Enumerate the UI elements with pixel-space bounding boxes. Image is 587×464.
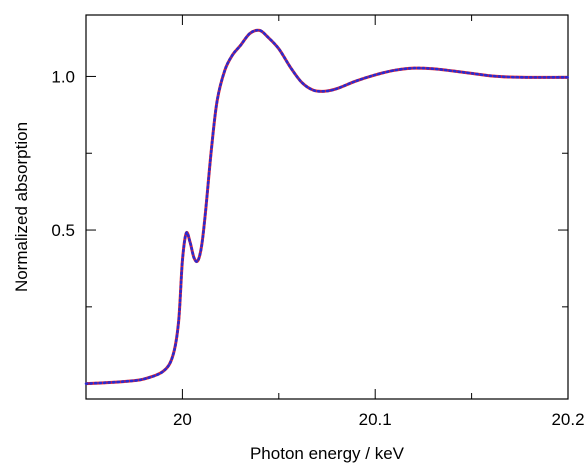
x-tick-label: 20.1 — [359, 410, 392, 429]
x-tick-label: 20.2 — [551, 410, 584, 429]
x-tick-label: 20 — [173, 410, 192, 429]
axis-ticks — [85, 15, 569, 399]
series-line-solid — [85, 28, 568, 386]
y-axis-label: Normalized absorption — [12, 122, 31, 292]
series-layer — [84, 28, 570, 386]
y-tick-label: 1.0 — [51, 67, 75, 86]
plot-frame — [85, 14, 569, 400]
series-line-dotted — [84, 28, 570, 385]
tick-labels: 20 20.1 20.2 0.5 1.0 — [51, 67, 584, 429]
x-axis-label: Photon energy / keV — [250, 444, 405, 463]
y-tick-label: 0.5 — [51, 221, 75, 240]
